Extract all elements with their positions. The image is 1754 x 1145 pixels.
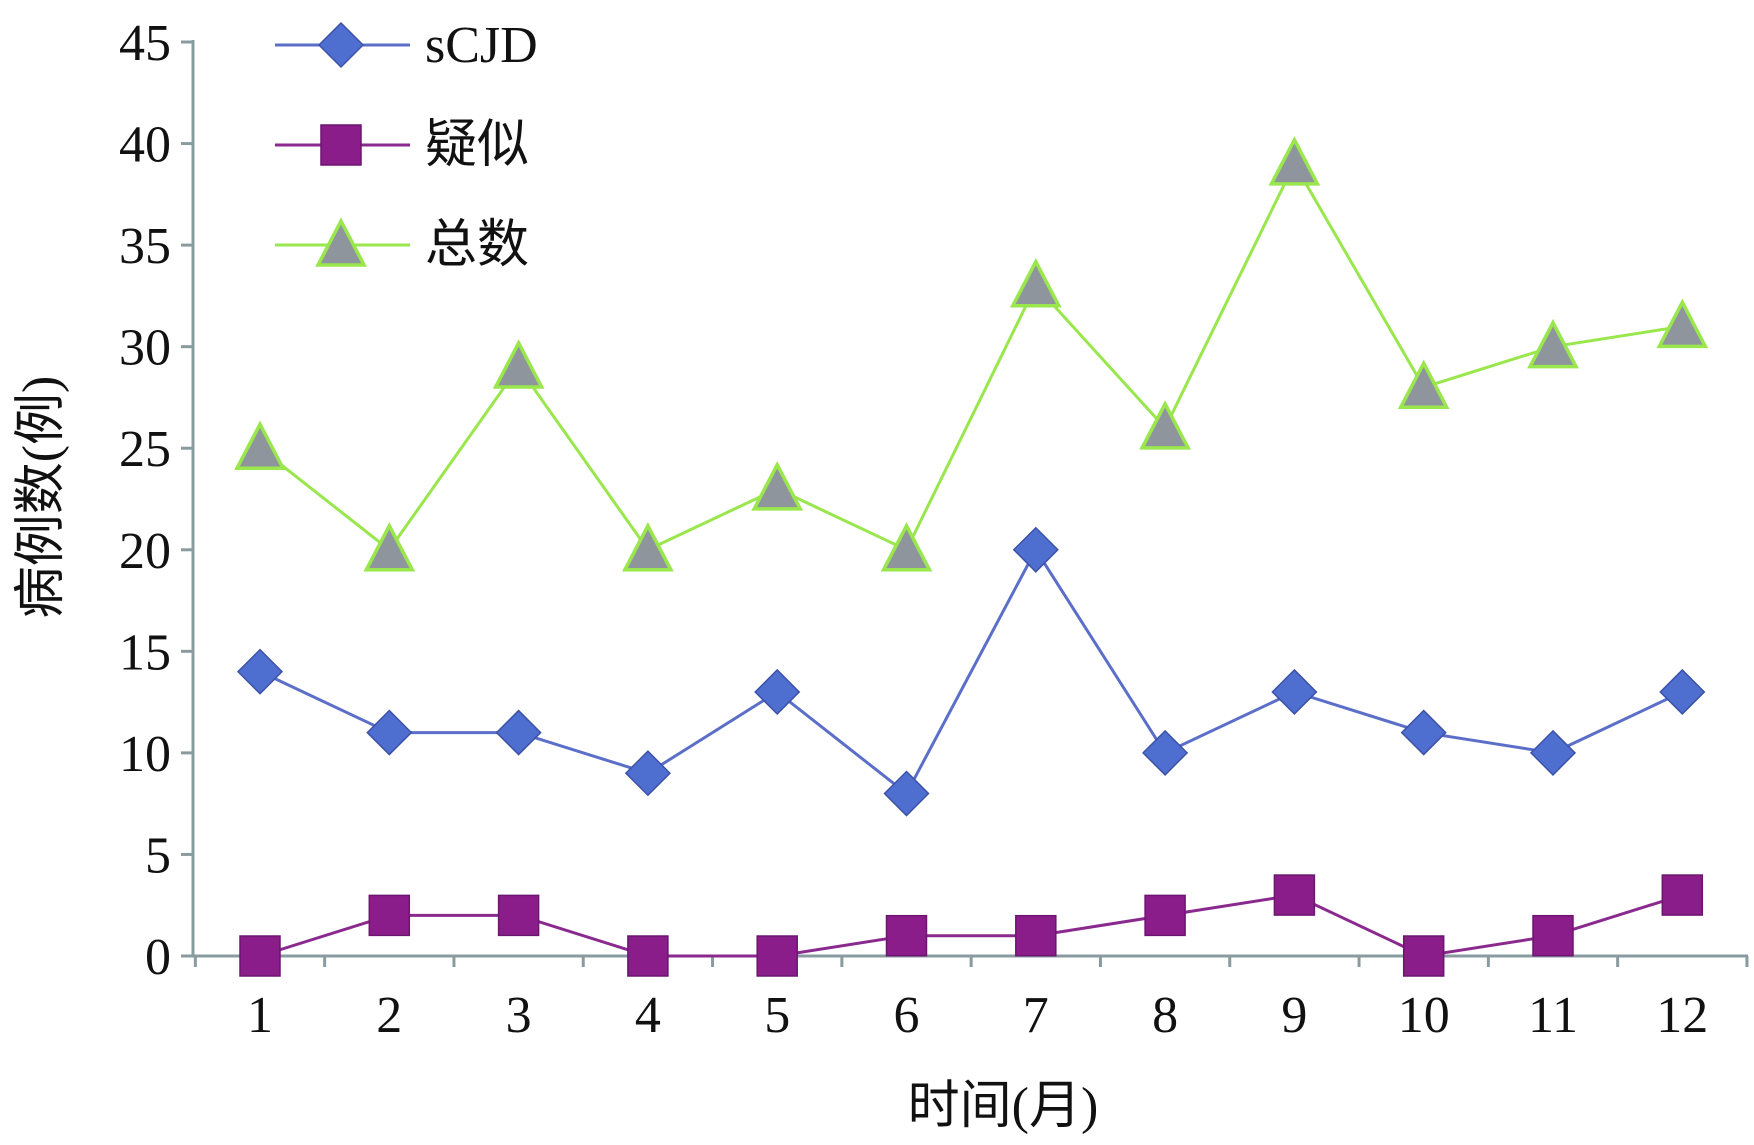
y-tick-label: 5 xyxy=(145,827,171,884)
legend-label: 疑似 xyxy=(425,117,529,174)
series-lines xyxy=(259,160,1683,958)
data-point-square xyxy=(885,914,928,957)
x-tick-label: 3 xyxy=(506,987,532,1044)
y-tick-label: 30 xyxy=(119,320,171,377)
legend-marker-triangle xyxy=(315,217,367,267)
data-point-diamond xyxy=(754,668,801,716)
data-point-diamond xyxy=(883,770,930,817)
legend-label: 总数 xyxy=(425,217,529,274)
legend-label: sCJD xyxy=(425,17,538,74)
data-point-triangle xyxy=(234,420,286,470)
data-point-square xyxy=(1661,874,1704,916)
y-tick-label: 35 xyxy=(119,218,171,275)
x-tick-label: 12 xyxy=(1656,987,1708,1044)
data-point-triangle xyxy=(1397,359,1450,410)
data-point-square xyxy=(368,894,411,937)
y-tick-label: 10 xyxy=(119,726,171,783)
data-point-triangle xyxy=(1656,298,1709,349)
data-point-triangle xyxy=(1268,136,1321,186)
y-tick-label: 20 xyxy=(119,523,171,580)
data-point-square xyxy=(239,935,281,977)
x-tick-label: 5 xyxy=(764,987,790,1044)
data-point-diamond xyxy=(1400,709,1447,756)
data-point-square xyxy=(1402,935,1445,977)
data-point-triangle xyxy=(363,522,416,572)
y-tick-label: 45 xyxy=(119,15,171,72)
x-tick-label: 4 xyxy=(635,987,661,1044)
x-tick-label: 9 xyxy=(1281,987,1307,1044)
data-point-triangle xyxy=(622,522,674,572)
data-point-square xyxy=(756,935,798,977)
x-tick-label: 2 xyxy=(376,987,402,1044)
data-point-diamond xyxy=(366,709,413,756)
x-tick-label: 1 xyxy=(247,987,273,1044)
x-tick-label: 6 xyxy=(894,987,920,1044)
series-markers xyxy=(234,136,1709,977)
x-tick-label: 11 xyxy=(1528,987,1578,1044)
data-point-diamond xyxy=(624,750,671,797)
data-point-diamond xyxy=(1529,729,1577,776)
y-tick-label: 0 xyxy=(145,929,171,986)
data-point-diamond xyxy=(1659,668,1706,716)
data-point-triangle xyxy=(880,522,933,572)
data-point-diamond xyxy=(1012,526,1059,573)
data-point-square xyxy=(1532,914,1574,957)
data-point-square xyxy=(1144,894,1186,937)
data-point-square xyxy=(627,935,669,977)
data-point-square xyxy=(1273,874,1316,916)
data-point-triangle xyxy=(1527,318,1579,369)
data-point-diamond xyxy=(1271,668,1318,716)
data-point-triangle xyxy=(1009,257,1062,308)
data-point-diamond xyxy=(1142,729,1189,776)
data-point-triangle xyxy=(751,461,804,511)
series-line-3 xyxy=(259,160,1683,552)
data-point-diamond xyxy=(236,648,284,695)
data-point-diamond xyxy=(495,709,542,756)
x-tick-label: 8 xyxy=(1152,987,1178,1044)
data-point-triangle xyxy=(492,339,545,389)
y-tick-label: 15 xyxy=(119,624,171,681)
legend-marker-diamond xyxy=(317,21,365,69)
y-axis-title: 病例数(例) xyxy=(13,376,70,619)
y-tick-label: 40 xyxy=(119,117,171,174)
x-axis-title: 时间(月) xyxy=(908,1078,1099,1135)
series-line-2 xyxy=(259,893,1683,958)
data-point-square xyxy=(497,894,540,937)
legend-marker-square xyxy=(320,124,362,166)
data-point-square xyxy=(1015,914,1057,957)
x-tick-label: 10 xyxy=(1398,987,1450,1044)
data-point-triangle xyxy=(1139,400,1191,450)
x-tick-label: 7 xyxy=(1023,987,1049,1044)
series-line-1 xyxy=(259,546,1683,796)
y-tick-label: 25 xyxy=(119,421,171,478)
